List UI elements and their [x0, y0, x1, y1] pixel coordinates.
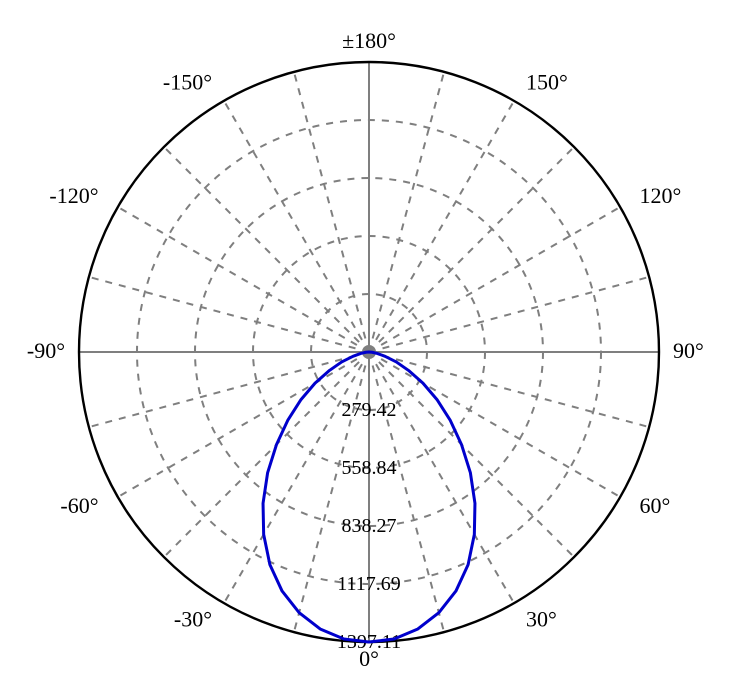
grid-spoke	[164, 147, 369, 352]
angle-label: 30°	[526, 606, 557, 631]
grid-spoke	[89, 277, 369, 352]
grid-spoke	[369, 147, 574, 352]
angle-label: ±180°	[342, 28, 396, 53]
grid-spoke	[369, 277, 649, 352]
angle-label: -150°	[163, 70, 212, 95]
grid-spoke	[164, 352, 369, 557]
grid-spoke	[369, 352, 649, 427]
ring-label: 1117.69	[337, 573, 401, 595]
grid-spoke	[118, 352, 369, 497]
grid-spoke	[294, 72, 369, 352]
ring-label: 279.42	[342, 399, 397, 421]
grid-spoke	[369, 101, 514, 352]
angle-label: 150°	[526, 70, 568, 95]
grid-spoke	[224, 101, 369, 352]
grid-spoke	[369, 207, 620, 352]
angle-label: 0°	[359, 646, 379, 671]
angle-label: -120°	[49, 183, 98, 208]
ring-label: 558.84	[342, 457, 397, 479]
polar-chart: 279.42558.84838.271117.691397.110°30°60°…	[0, 0, 738, 699]
grid-spoke	[89, 352, 369, 427]
angle-label: 90°	[673, 338, 704, 363]
angle-label: 60°	[639, 493, 670, 518]
grid-spoke	[369, 72, 444, 352]
grid-spoke	[369, 352, 620, 497]
ring-label: 838.27	[342, 515, 397, 537]
angle-label: -30°	[174, 606, 212, 631]
grid-spoke	[118, 207, 369, 352]
angle-label: 120°	[639, 183, 681, 208]
angle-label: -60°	[60, 493, 98, 518]
grid-spoke	[369, 352, 574, 557]
angle-label: -90°	[27, 338, 65, 363]
